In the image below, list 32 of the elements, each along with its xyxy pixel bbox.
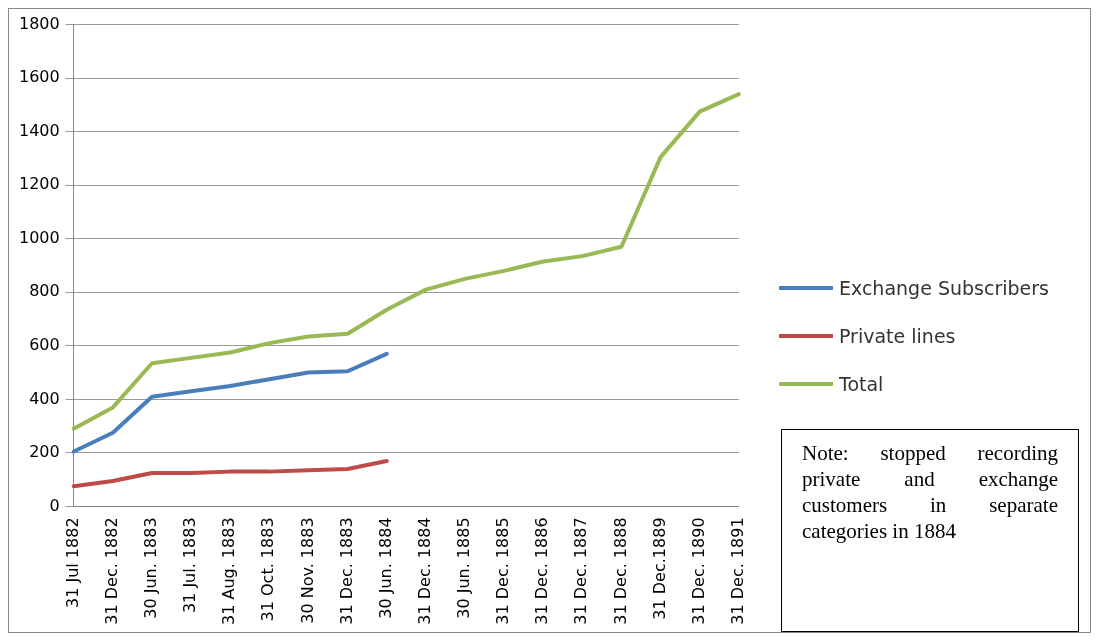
legend-label: Private lines	[839, 325, 956, 347]
y-tick-label: 800	[29, 281, 60, 301]
x-tick-label: 31 Dec. 1885	[493, 517, 513, 625]
y-tick-label: 1600	[19, 67, 60, 87]
y-tick-label: 1400	[19, 120, 60, 140]
x-tick-label: 31 Dec.1889	[649, 517, 669, 620]
x-tick-label: 31 Aug. 1883	[219, 517, 239, 625]
x-tick-label: 31 Jul. 1883	[180, 517, 200, 614]
x-tick-label: 31 Dec. 1883	[336, 517, 356, 625]
x-tick-label: 30 Nov. 1883	[297, 517, 317, 624]
y-tick-label: 1200	[19, 174, 60, 194]
x-tick-label: 31 Jul 1882	[62, 517, 82, 608]
x-tick-label: 30 Jun. 1883	[141, 517, 161, 619]
x-tick-label: 31 Dec. 1888	[610, 517, 630, 625]
x-tick-label: 31 Dec. 1886	[532, 517, 552, 625]
x-tick-label: 30 Jun. 1885	[454, 517, 474, 619]
y-tick-label: 200	[29, 442, 60, 462]
y-tick-label: 1000	[19, 227, 60, 247]
x-tick-label: 31 Dec. 1884	[414, 517, 434, 625]
legend-label: Exchange Subscribers	[839, 277, 1049, 299]
x-tick-label: 30 Jun. 1884	[375, 517, 395, 619]
x-tick-label: 31 Dec. 1882	[102, 517, 121, 625]
x-tick-label: 31 Oct. 1883	[258, 517, 278, 622]
x-tick-label: 31 Dec. 1891	[727, 517, 747, 625]
x-tick-label: 31 Dec. 1890	[688, 517, 708, 625]
y-tick-label: 0	[49, 495, 60, 515]
y-tick-label: 400	[29, 388, 60, 408]
note-box: Note: stopped recording private and exchange customers in separate categories in 1884	[781, 429, 1079, 632]
y-tick-label: 600	[29, 334, 60, 354]
y-tick-label: 1800	[19, 13, 60, 33]
legend-label: Total	[839, 373, 884, 395]
x-tick-label: 31 Dec. 1887	[571, 517, 591, 625]
